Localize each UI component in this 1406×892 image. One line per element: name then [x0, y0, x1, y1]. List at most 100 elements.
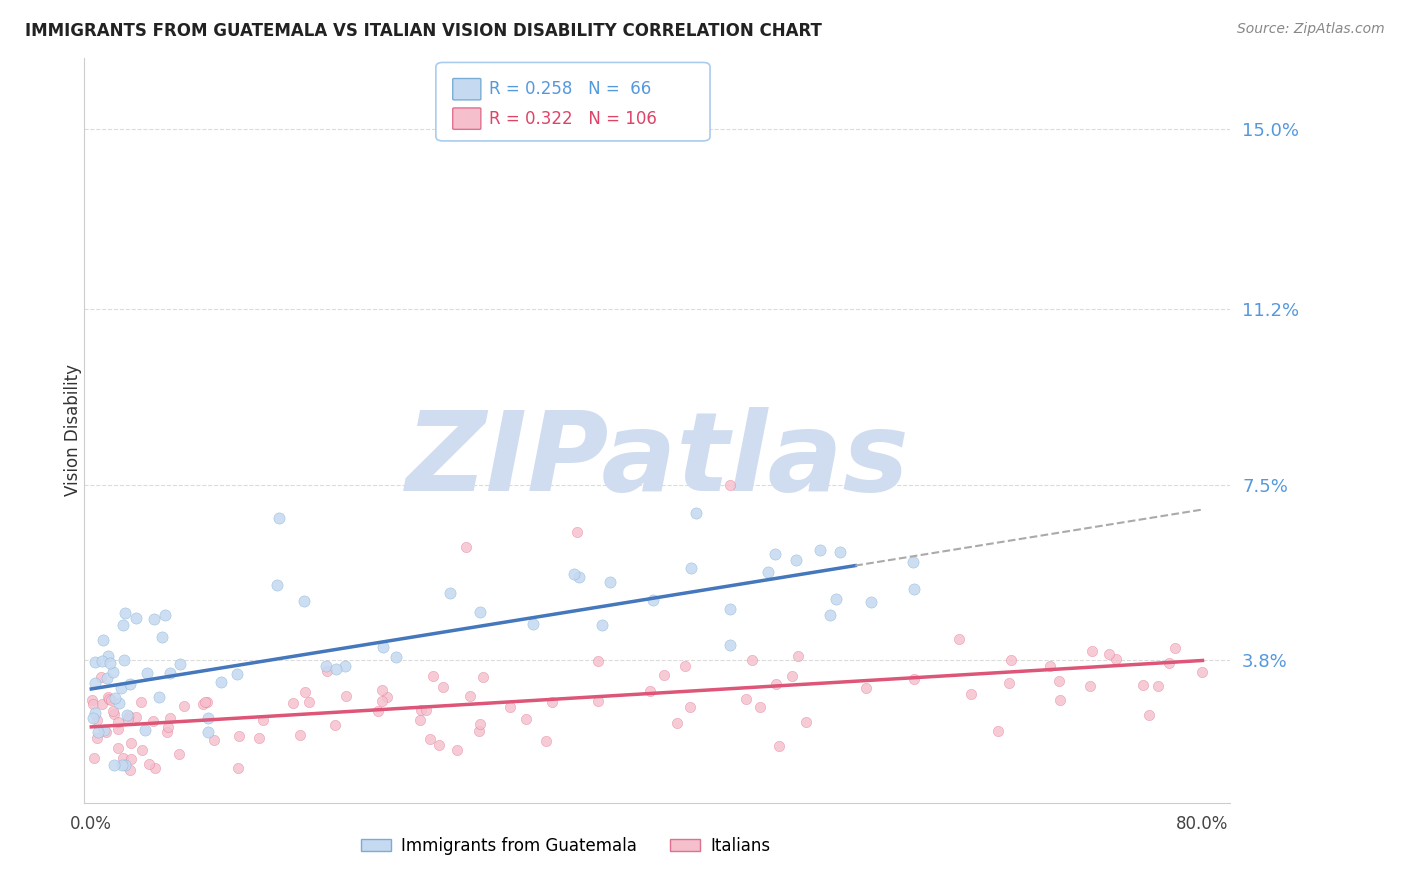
Point: [82, 711, 104, 725]
Point: [98, 656, 121, 670]
Point: [718, 602, 741, 616]
Text: ZIPatlas: ZIPatlas: [405, 407, 910, 514]
Point: [111, 618, 134, 632]
Point: [987, 723, 1010, 738]
Point: [153, 608, 176, 623]
Point: [103, 707, 125, 722]
Point: [1081, 644, 1104, 658]
Point: [96, 671, 118, 685]
Point: [446, 743, 468, 757]
Point: [121, 752, 143, 766]
Y-axis label: Vision Disability: Vision Disability: [65, 365, 82, 496]
Point: [599, 575, 621, 590]
Point: [117, 708, 139, 723]
Point: [108, 696, 131, 710]
Point: [415, 702, 437, 716]
Point: [652, 668, 675, 682]
Text: R = 0.322   N = 106: R = 0.322 N = 106: [489, 110, 657, 128]
Point: [567, 525, 589, 540]
Point: [142, 714, 165, 728]
Point: [782, 669, 804, 683]
Point: [169, 657, 191, 672]
Point: [315, 664, 337, 678]
Point: [294, 685, 316, 699]
Point: [138, 756, 160, 771]
Point: [117, 709, 139, 723]
Point: [534, 734, 557, 748]
Point: [1047, 674, 1070, 689]
Point: [191, 697, 214, 711]
Point: [427, 738, 450, 752]
Point: [82, 697, 104, 711]
Point: [103, 704, 125, 718]
Point: [156, 724, 179, 739]
Point: [541, 695, 564, 709]
Point: [468, 717, 491, 731]
Point: [90, 670, 112, 684]
Point: [228, 729, 250, 743]
Point: [903, 672, 925, 686]
Point: [768, 739, 790, 754]
Point: [100, 693, 122, 707]
Point: [323, 718, 346, 732]
Point: [91, 633, 114, 648]
Point: [335, 689, 357, 703]
Point: [367, 704, 389, 718]
Point: [131, 742, 153, 756]
Point: [112, 751, 135, 765]
Point: [125, 710, 148, 724]
Point: [562, 566, 585, 581]
Point: [152, 630, 174, 644]
Point: [84, 656, 107, 670]
Point: [679, 700, 702, 714]
Point: [159, 665, 181, 680]
Point: [114, 606, 136, 620]
Point: [91, 697, 114, 711]
Point: [103, 757, 125, 772]
Point: [860, 595, 883, 609]
Point: [292, 594, 315, 608]
Point: [470, 605, 492, 619]
Point: [830, 545, 852, 559]
Point: [125, 611, 148, 625]
Point: [903, 582, 925, 596]
Point: [86, 731, 108, 745]
Point: [325, 662, 347, 676]
Point: [1098, 647, 1121, 661]
Point: [226, 761, 249, 775]
Text: IMMIGRANTS FROM GUATEMALA VS ITALIAN VISION DISABILITY CORRELATION CHART: IMMIGRANTS FROM GUATEMALA VS ITALIAN VIS…: [25, 22, 823, 40]
Point: [197, 711, 219, 725]
Point: [129, 695, 152, 709]
Point: [82, 693, 104, 707]
Point: [135, 666, 157, 681]
Point: [1039, 659, 1062, 673]
Point: [120, 736, 142, 750]
Point: [148, 690, 170, 704]
Point: [785, 553, 807, 567]
Point: [87, 724, 110, 739]
Point: [107, 714, 129, 729]
Point: [673, 659, 696, 673]
Point: [384, 649, 406, 664]
Point: [112, 652, 135, 666]
Point: [107, 740, 129, 755]
Point: [855, 681, 877, 695]
Point: [267, 511, 290, 525]
Point: [588, 654, 610, 668]
Point: [371, 682, 394, 697]
Point: [409, 703, 432, 717]
Point: [787, 648, 810, 663]
Point: [194, 695, 217, 709]
Point: [83, 676, 105, 690]
Point: [298, 695, 321, 709]
Point: [117, 712, 139, 726]
Point: [568, 570, 591, 584]
Point: [824, 592, 846, 607]
Point: [1147, 679, 1170, 693]
Text: R = 0.258   N =  66: R = 0.258 N = 66: [489, 80, 651, 98]
Point: [901, 555, 924, 569]
Point: [1132, 678, 1154, 692]
Point: [157, 720, 180, 734]
Point: [586, 694, 609, 708]
Point: [103, 665, 125, 679]
